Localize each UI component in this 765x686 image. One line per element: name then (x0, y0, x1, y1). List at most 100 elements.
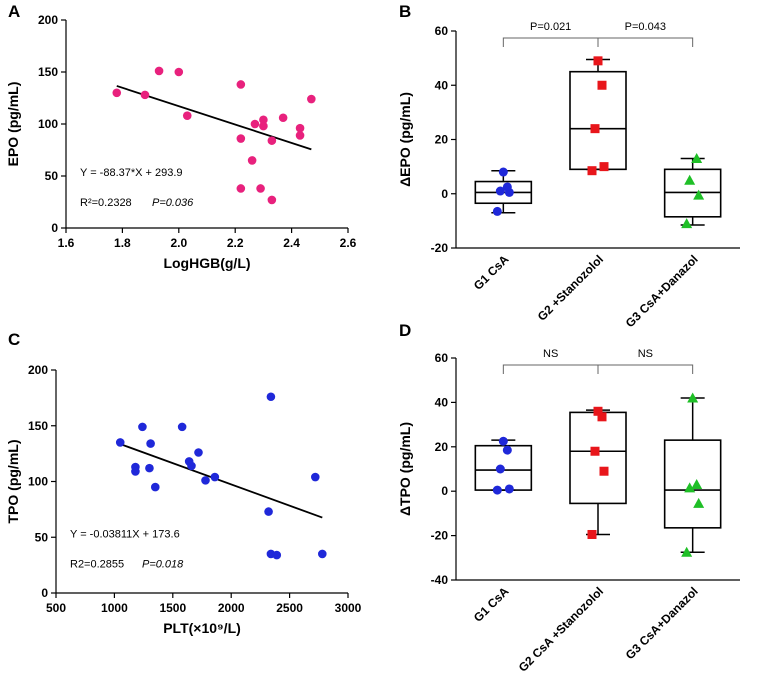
y-tick-label: 40 (435, 395, 449, 409)
data-point (145, 463, 154, 473)
data-point (587, 166, 597, 176)
data-point (236, 184, 246, 193)
x-axis-title: PLT(×10⁹/L) (163, 620, 241, 636)
y-tick-label: 20 (435, 133, 449, 147)
y-tick-label: -20 (431, 241, 449, 255)
panel-b-box-delta-epo: B -20 0 20 40 60 ΔEPO (pg/mL) G1 CsA G2 +Stanozo… (397, 2, 740, 330)
data-point (693, 497, 705, 508)
data-point (266, 392, 276, 402)
data-point (593, 56, 603, 66)
significance-label: NS (638, 348, 653, 360)
data-point (259, 115, 268, 125)
data-point (693, 189, 705, 200)
data-point (154, 66, 164, 76)
data-point (587, 529, 597, 539)
data-point (307, 94, 316, 104)
data-point (590, 124, 600, 134)
x-tick-label: 1500 (159, 601, 186, 615)
data-point (247, 156, 257, 165)
box-group (569, 406, 627, 539)
data-point (256, 184, 265, 193)
x-tick-label: 2.0 (170, 236, 187, 250)
category-label: G1 CsA (471, 252, 512, 293)
r-squared-label: R²=0.2328 (80, 197, 132, 209)
y-tick-label: 200 (38, 13, 58, 27)
data-point (684, 174, 696, 185)
data-point (590, 446, 600, 456)
data-point (504, 484, 514, 494)
data-point (201, 476, 210, 485)
y-tick-label: 100 (28, 475, 48, 489)
y-tick-label: 150 (38, 65, 58, 79)
category-label: G3 CsA+Danazol (623, 584, 701, 662)
x-tick-label: 2.4 (283, 236, 300, 250)
y-tick-label: 20 (435, 440, 449, 454)
data-point (681, 218, 693, 229)
data-point (691, 479, 703, 490)
box-group (663, 152, 722, 229)
y-tick-label: 0 (41, 586, 48, 600)
y-axis-title: EPO (pg/mL) (5, 82, 21, 167)
box-group (569, 56, 627, 176)
data-point (684, 482, 696, 493)
x-tick-label: 1.8 (114, 236, 131, 250)
data-point (599, 466, 609, 476)
data-point (599, 162, 609, 172)
category-label: G3 CsA+Danazol (623, 252, 701, 330)
data-point (691, 152, 703, 163)
y-tick-label: 150 (28, 419, 48, 433)
box-group (663, 392, 722, 557)
data-point (687, 392, 699, 403)
data-point (597, 80, 607, 90)
data-point (250, 119, 260, 129)
data-point (295, 123, 305, 133)
data-point (597, 412, 607, 422)
significance-label: P=0.043 (625, 21, 666, 33)
data-point (140, 90, 150, 100)
data-point (593, 406, 603, 416)
significance-label: P=0.021 (530, 21, 571, 33)
data-point (495, 464, 505, 474)
data-point (495, 186, 505, 196)
significance-bracket (597, 364, 694, 374)
panel-label: B (399, 2, 411, 21)
y-tick-label: 50 (35, 530, 49, 544)
data-point (112, 88, 122, 98)
panel-label: C (8, 330, 20, 349)
data-point (267, 195, 277, 205)
y-axis-title: TPO (pg/mL) (5, 440, 21, 524)
significance-bracket (502, 37, 599, 47)
regression-line (119, 443, 323, 519)
data-point (138, 422, 147, 432)
box-iqr (569, 411, 627, 505)
panel-d-box-delta-tpo: D -40 -20 0 20 40 60 ΔTPO (pg/mL) G1 CsA G2 CsA +… (397, 321, 740, 675)
data-point (278, 113, 288, 123)
x-axis-title: LogHGB(g/L) (163, 255, 250, 271)
y-tick-label: 0 (441, 187, 448, 201)
x-tick-label: 500 (46, 601, 66, 615)
y-axis-title: ΔTPO (pg/mL) (397, 422, 413, 516)
panel-c-scatter-tpo-vs-plt: C 0 50 100 150 200 TPO (pg/mL) 500 1000 1500 2000 2… (5, 330, 362, 636)
panel-label: A (8, 2, 20, 21)
data-point (150, 482, 160, 492)
data-point (174, 67, 184, 77)
x-tick-label: 2500 (276, 601, 303, 615)
y-tick-label: 200 (28, 363, 48, 377)
category-label: G1 CsA (471, 584, 512, 625)
category-label: G2 CsA +Stanozolol (516, 584, 606, 674)
x-tick-label: 2.2 (227, 236, 244, 250)
category-label: G2 +Stanozolol (535, 252, 606, 323)
data-point (498, 167, 508, 177)
box-group (474, 167, 533, 216)
r-squared-label: R2=0.2855 (70, 558, 124, 570)
significance-bracket (502, 364, 599, 374)
significance-bracket (597, 37, 694, 47)
panel-a-scatter-epo-vs-loghgb: A 0 50 100 150 200 EPO (pg/mL) 1.6 1.8 2.0 2.2 2.4 2… (5, 2, 357, 271)
box-group (474, 436, 533, 495)
y-tick-label: -20 (431, 529, 449, 543)
data-point (272, 550, 282, 560)
regression-equation: Y = -88.37*X + 293.9 (80, 167, 183, 179)
data-point (194, 448, 203, 457)
y-tick-label: -40 (431, 573, 449, 587)
